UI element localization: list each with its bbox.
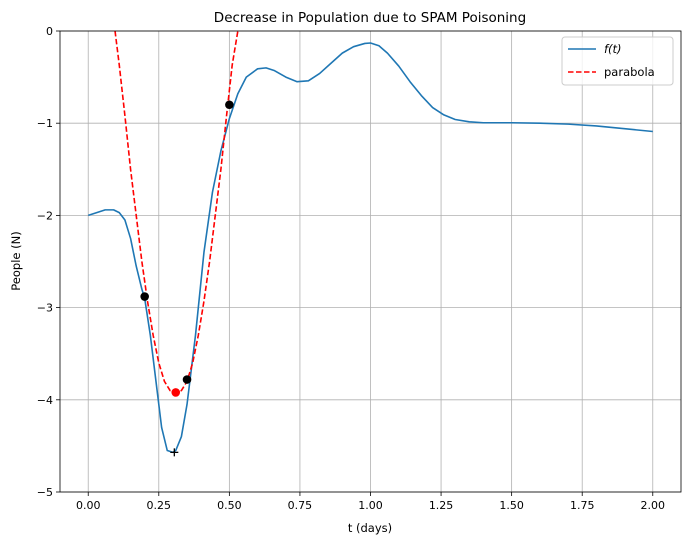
x-axis-label: t (days) bbox=[348, 521, 392, 535]
x-tick-label: 0.50 bbox=[217, 499, 242, 512]
legend: f(t) parabola bbox=[561, 36, 674, 86]
sample-point-1-marker bbox=[140, 292, 149, 301]
y-tick-label: −4 bbox=[37, 394, 53, 407]
legend-label-parabola: parabola bbox=[604, 65, 655, 79]
y-tick-label: 0 bbox=[46, 25, 53, 38]
parabola-vertex-marker bbox=[171, 388, 181, 397]
y-tick-label: −2 bbox=[37, 209, 53, 222]
x-tick-label: 1.50 bbox=[499, 499, 524, 512]
sample-point-3-marker bbox=[225, 100, 234, 110]
y-tick-label: −1 bbox=[37, 117, 53, 130]
sample-point-2-marker bbox=[182, 375, 192, 384]
y-tick-label: −3 bbox=[37, 302, 53, 315]
x-tick-label: 2.00 bbox=[641, 499, 666, 512]
y-axis: −5 −4 −3 −2 −1 0 bbox=[37, 25, 60, 499]
x-tick-label: 1.00 bbox=[358, 499, 383, 512]
x-tick-label: 0.75 bbox=[288, 499, 313, 512]
y-tick-label: −5 bbox=[37, 486, 53, 499]
y-axis-label: People (N) bbox=[9, 231, 23, 290]
chart-title: Decrease in Population due to SPAM Poiso… bbox=[214, 10, 526, 26]
x-tick-label: 0.00 bbox=[76, 499, 101, 512]
true-minimum-marker bbox=[170, 448, 179, 457]
x-axis: 0.00 0.25 0.50 0.75 1.00 1.25 1.50 1.75 2.00 bbox=[76, 492, 665, 512]
legend-label-ft: f(t) bbox=[604, 42, 622, 56]
x-tick-label: 0.25 bbox=[147, 499, 172, 512]
x-tick-label: 1.75 bbox=[570, 499, 595, 512]
x-tick-label: 1.25 bbox=[429, 499, 454, 512]
plot-area bbox=[59, 30, 682, 493]
grid bbox=[60, 30, 681, 493]
